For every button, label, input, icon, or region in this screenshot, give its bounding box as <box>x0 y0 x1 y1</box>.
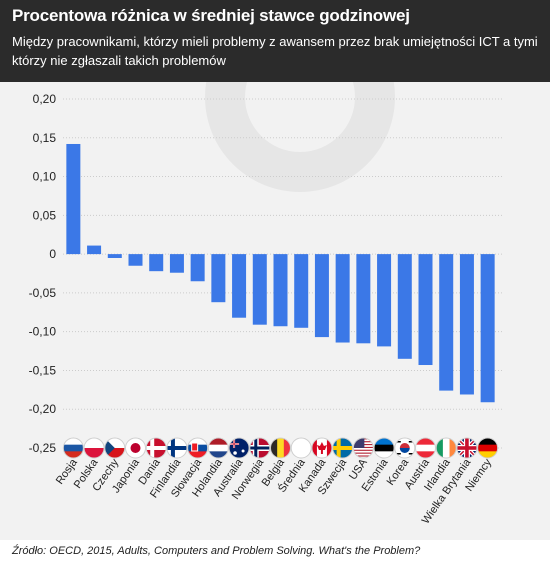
germany-flag-icon <box>477 437 499 459</box>
bar-USA <box>356 254 371 344</box>
bar-Wielka Brytania <box>459 254 474 395</box>
header-banner: Procentowa różnica w średniej stawce god… <box>0 0 550 82</box>
norway-flag-icon <box>249 437 271 459</box>
japan-flag-icon <box>125 437 146 459</box>
austria-flag-icon <box>415 437 436 459</box>
australia-flag-icon <box>228 437 250 459</box>
y-tick-label: 0,10 <box>33 170 57 184</box>
bar-Niemcy <box>480 254 495 403</box>
y-tick-label: -0,15 <box>29 363 57 377</box>
y-tick-label: -0,25 <box>29 441 57 455</box>
y-tick-label: 0,05 <box>33 208 57 222</box>
usa-flag-icon <box>352 437 374 459</box>
bar-Australia <box>232 254 247 318</box>
y-tick-label: 0 <box>49 247 56 261</box>
y-tick-label: -0,05 <box>29 286 57 300</box>
belgium-flag-icon <box>270 437 291 459</box>
poland-flag-icon <box>83 437 105 459</box>
y-tick-label: 0,20 <box>33 92 57 106</box>
south-korea-flag-icon <box>394 437 416 459</box>
netherlands-flag-icon <box>207 437 229 459</box>
uk-flag-icon <box>456 437 478 459</box>
bar-Dania <box>149 254 164 272</box>
bar-Rosja <box>66 143 81 255</box>
y-tick-label: 0,15 <box>33 131 57 145</box>
bar-chart: 0,20 0,15 0,10 0,05 0 -0,05 -0,10 -0,15 -0,20 -0,… <box>29 82 504 526</box>
y-tick-label: -0,10 <box>29 325 57 339</box>
bar-Średnia <box>294 254 309 328</box>
y-tick-label: -0,20 <box>29 402 57 416</box>
chart-title: Procentowa różnica w średniej stawce god… <box>12 6 410 25</box>
bar-Austria <box>418 254 433 366</box>
chart-subtitle: Między pracownikami, którzy mieli proble… <box>12 34 538 68</box>
finland-flag-icon <box>166 437 188 459</box>
slovakia-flag-icon <box>187 437 209 459</box>
bar-Korea <box>397 254 412 359</box>
bar-Kanada <box>314 254 329 338</box>
sweden-flag-icon <box>332 437 354 459</box>
bar-Finlandia <box>169 254 184 273</box>
russia-flag-icon <box>62 437 84 459</box>
estonia-flag-icon <box>373 437 395 459</box>
bar-Norwegia <box>252 254 267 325</box>
bar-Polska <box>87 245 102 255</box>
source-note: Źródło: OECD, 2015, Adults, Computers an… <box>12 545 421 557</box>
bar-Holandia <box>211 254 226 303</box>
ireland-flag-icon <box>435 437 457 459</box>
bar-Czechy <box>107 254 122 258</box>
bar-Estonia <box>377 254 392 347</box>
average-blank-icon <box>290 437 312 459</box>
denmark-flag-icon <box>145 437 167 459</box>
bar-Irlandia <box>439 254 454 391</box>
bar-Japonia <box>128 254 143 266</box>
canada-flag-icon <box>311 437 333 459</box>
bar-Szwecja <box>335 254 350 343</box>
bar-Belgia <box>273 254 288 327</box>
bar-Słowacja <box>190 254 205 282</box>
chart-area: 0,20 0,15 0,10 0,05 0 -0,05 -0,10 -0,15 -0,20 -0,… <box>0 82 550 540</box>
czechia-flag-icon <box>104 437 126 459</box>
